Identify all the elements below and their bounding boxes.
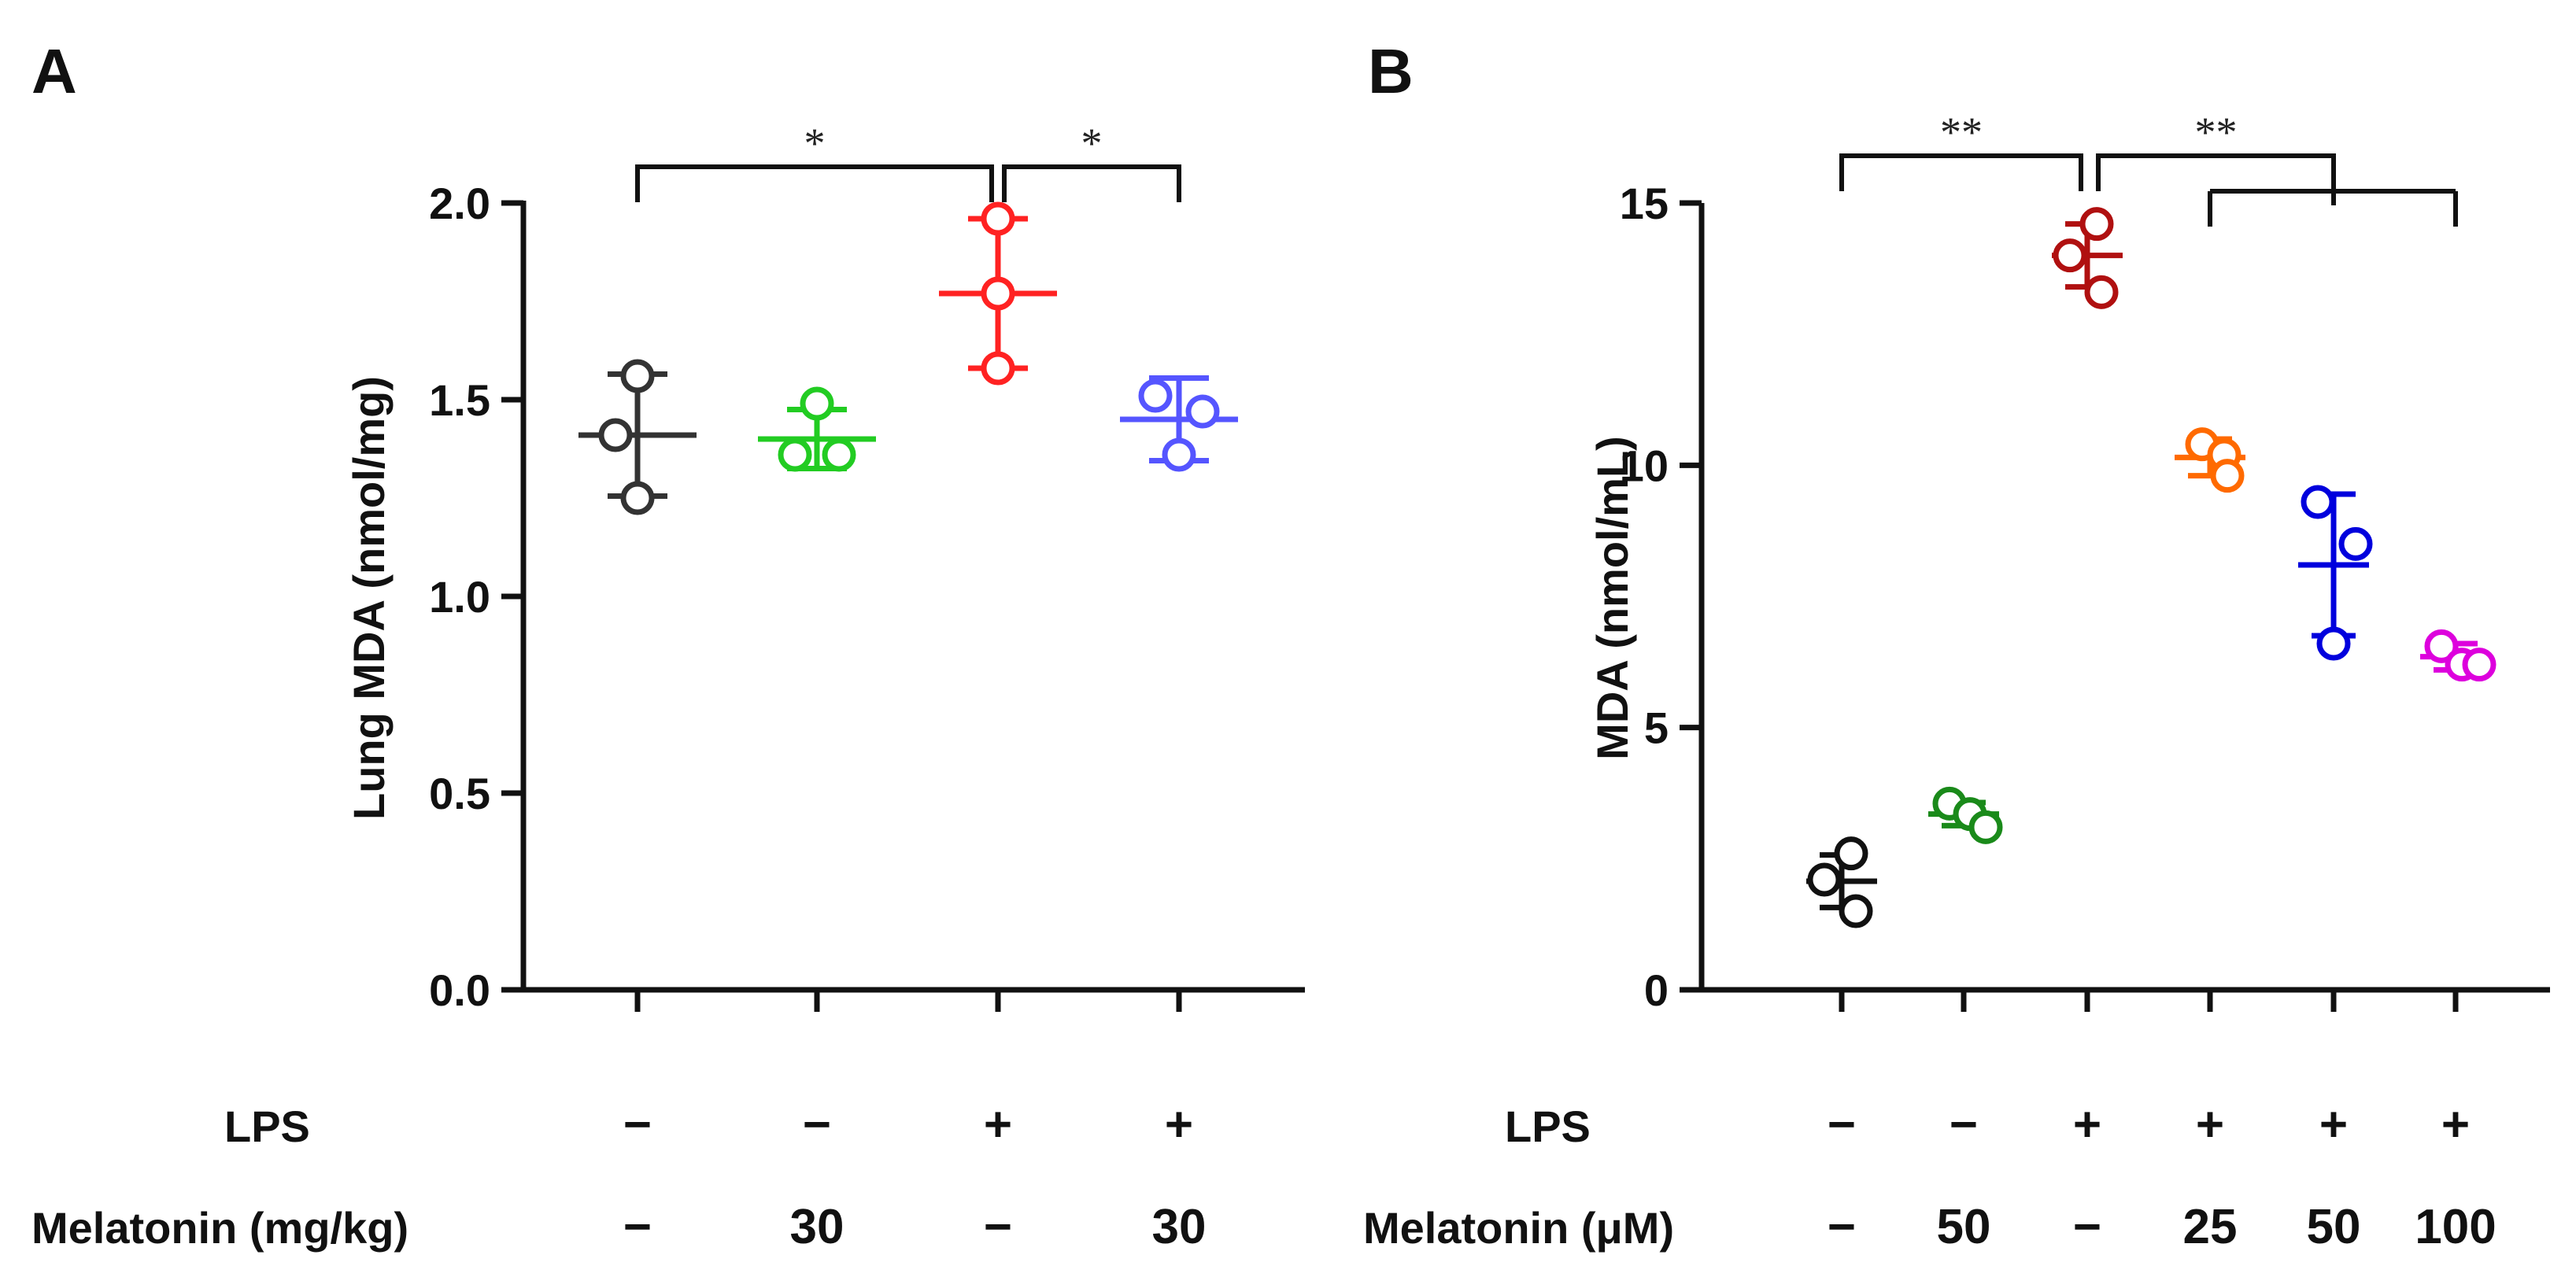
y-tick-label: 1.0 — [429, 572, 490, 622]
significance-star: ** — [1940, 109, 1983, 156]
panel-a-chart: Lung MDA (nmol/mg) LPS Melatonin (mg/kg)… — [31, 120, 1305, 1254]
significance-bracket — [1002, 164, 1181, 202]
data-point — [1839, 894, 1873, 928]
row-value-1: 30 — [790, 1200, 844, 1254]
row-value-0: − — [1828, 1098, 1856, 1152]
data-point — [800, 386, 834, 421]
row-value-1: 50 — [2307, 1200, 2361, 1254]
data-point — [1138, 378, 1173, 413]
panel-label-a: A — [31, 36, 77, 106]
panel-b-chart: MDA (nmol/mL) LPS Melatonin (μM) 0 5 10 15 −… — [1363, 109, 2550, 1254]
y-tick-label: 1.5 — [429, 375, 490, 425]
row-value-0: + — [2319, 1098, 2348, 1152]
data-point — [2301, 485, 2335, 519]
row-value-1: 30 — [1152, 1200, 1207, 1254]
data-point — [2462, 648, 2497, 682]
data-point — [981, 201, 1015, 236]
row-value-0: + — [2196, 1098, 2224, 1152]
data-point — [981, 351, 1015, 386]
row-value-0: − — [623, 1098, 652, 1152]
significance-bracket — [1839, 153, 2083, 191]
row-value-0: + — [1165, 1098, 1193, 1152]
y-tick-label: 15 — [1620, 179, 1669, 228]
panel-a-row-label-lps: LPS — [224, 1102, 310, 1151]
row-value-0: + — [2073, 1098, 2101, 1152]
data-point — [1834, 836, 1868, 871]
data-point — [1968, 810, 2003, 844]
row-value-1: − — [1828, 1200, 1856, 1254]
panel-b-row-label-lps: LPS — [1505, 1102, 1591, 1151]
data-point — [981, 276, 1015, 311]
significance-star: * — [804, 120, 826, 167]
data-point — [778, 437, 812, 472]
row-value-1: − — [623, 1200, 652, 1254]
data-point — [2084, 275, 2119, 309]
panel-label-b: B — [1368, 36, 1414, 106]
y-tick-label: 10 — [1620, 441, 1669, 490]
panel-a-row-label-melatonin: Melatonin (mg/kg) — [31, 1203, 408, 1253]
data-point — [2053, 238, 2087, 273]
significance-star: ** — [2195, 109, 2238, 156]
data-point — [2424, 629, 2459, 663]
y-tick-label: 0 — [1644, 965, 1669, 1015]
data-point — [1807, 862, 1842, 897]
row-value-0: − — [1950, 1098, 1978, 1152]
significance-star: * — [1081, 120, 1103, 167]
row-value-0: + — [2441, 1098, 2470, 1152]
data-point — [822, 437, 856, 472]
significance-bracket — [635, 164, 994, 202]
row-value-1: 100 — [2415, 1200, 2496, 1254]
row-value-1: 50 — [1937, 1200, 1991, 1254]
row-value-1: 25 — [2183, 1200, 2238, 1254]
data-point — [1185, 394, 1220, 429]
row-value-1: − — [2073, 1200, 2101, 1254]
data-point — [1162, 437, 1196, 472]
panel-b-y-label: MDA (nmol/mL) — [1587, 436, 1637, 760]
row-value-0: + — [984, 1098, 1012, 1152]
panel-a-y-label: Lung MDA (nmol/mg) — [344, 376, 394, 820]
y-tick-label: 0.5 — [429, 769, 490, 818]
data-point — [620, 359, 655, 393]
y-tick-label: 2.0 — [429, 179, 490, 228]
significance-bracket — [2096, 153, 2336, 205]
row-value-0: − — [803, 1098, 831, 1152]
data-point — [2316, 626, 2351, 661]
row-value-1: − — [984, 1200, 1012, 1254]
data-point — [2079, 207, 2114, 242]
data-point — [598, 418, 633, 452]
data-point — [2338, 526, 2373, 561]
y-tick-label: 5 — [1644, 703, 1669, 753]
panel-b-row-label-melatonin: Melatonin (μM) — [1363, 1203, 1674, 1253]
data-point — [2210, 459, 2245, 493]
y-tick-label: 0.0 — [429, 965, 490, 1015]
data-point — [620, 481, 655, 515]
